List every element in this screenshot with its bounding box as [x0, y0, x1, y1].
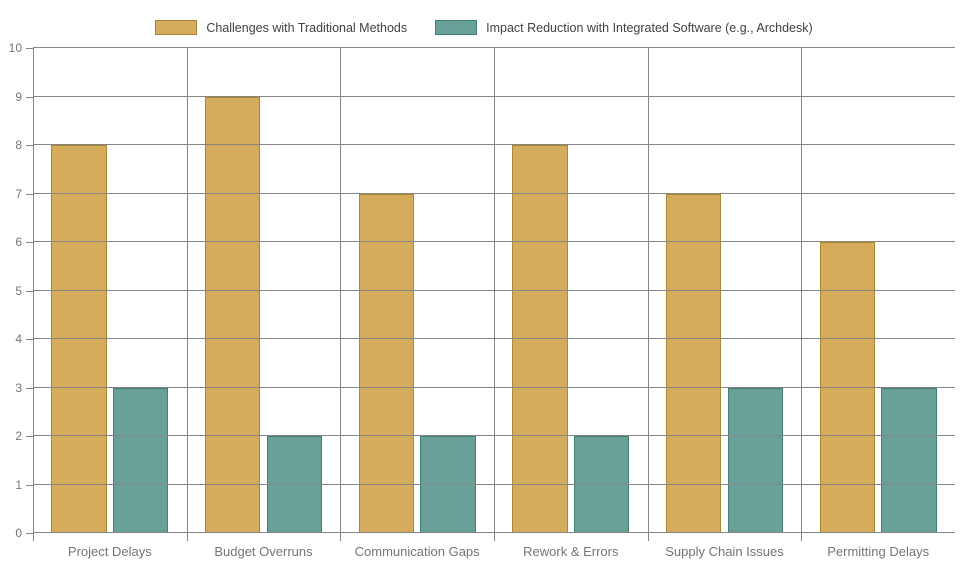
- x-tick-label-communication-gaps: Communication Gaps: [354, 544, 480, 559]
- y-axis: 0 1 2 3 4 5 6 7 8 9 10: [0, 41, 33, 540]
- x-axis: Project Delays Budget Overruns Communicati…: [33, 540, 955, 564]
- y-tick-0: [26, 533, 33, 534]
- category-boundary-5: [801, 48, 803, 541]
- y-tick-4: [26, 339, 33, 340]
- y-tick-label-7: 7: [15, 186, 22, 201]
- y-tick-5: [26, 290, 33, 292]
- y-tick-label-3: 3: [15, 380, 22, 395]
- bar-series1-communication-gaps[interactable]: [420, 436, 476, 533]
- y-tick-label-1: 1: [15, 477, 22, 492]
- x-tick-label-project-delays: Project Delays: [67, 544, 152, 559]
- x-tick-label-rework-errors: Rework & Errors: [523, 544, 619, 559]
- category-boundary-3: [494, 48, 495, 541]
- plot-area: [33, 47, 955, 541]
- legend-item-traditional-methods[interactable]: Challenges with Traditional Methods: [155, 20, 407, 35]
- bar-series0-supply-chain-issues[interactable]: [666, 193, 722, 533]
- category-boundary-1: [186, 48, 188, 541]
- bar-series0-communication-gaps[interactable]: [358, 193, 415, 533]
- y-tick-label-8: 8: [15, 138, 22, 152]
- legend-label-integrated-software: Impact Reduction with Integrated Softwar…: [486, 20, 813, 35]
- y-tick-label-4: 4: [15, 332, 22, 346]
- bar-series1-budget-overruns[interactable]: [266, 436, 322, 533]
- y-tick-7: [26, 193, 33, 195]
- legend-item-integrated-software[interactable]: Impact Reduction with Integrated Softwar…: [435, 20, 813, 35]
- category-boundary-4: [647, 48, 649, 541]
- bar-series1-project-delays[interactable]: [112, 387, 169, 533]
- y-tick-10: [26, 48, 33, 49]
- y-tick-label-10: 10: [8, 41, 22, 55]
- category-boundary-2: [340, 48, 342, 541]
- y-tick-label-2: 2: [15, 429, 22, 443]
- y-tick-1: [26, 484, 33, 486]
- y-tick-label-0: 0: [15, 526, 22, 540]
- y-tick-9: [26, 96, 33, 98]
- y-tick-6: [26, 242, 33, 243]
- x-tick-label-supply-chain-issues: Supply Chain Issues: [665, 544, 784, 559]
- legend-swatch-integrated-software: [435, 20, 478, 35]
- y-tick-label-5: 5: [15, 283, 22, 298]
- bar-series0-budget-overruns[interactable]: [205, 96, 261, 533]
- legend-label-traditional-methods: Challenges with Traditional Methods: [206, 20, 408, 35]
- x-tick-label-permitting-delays: Permitting Delays: [827, 544, 930, 559]
- y-tick-8: [26, 145, 33, 146]
- y-tick-label-6: 6: [15, 235, 22, 249]
- bar-series0-rework-errors[interactable]: [512, 145, 568, 533]
- bar-series1-supply-chain-issues[interactable]: [727, 387, 783, 533]
- gridline-y10: [33, 47, 955, 48]
- legend: Challenges with Traditional Methods Impa…: [0, 20, 968, 35]
- y-tick-3: [26, 387, 33, 389]
- bar-series1-rework-errors[interactable]: [573, 436, 630, 533]
- bar-series0-permitting-delays[interactable]: [819, 242, 876, 533]
- x-tick-label-budget-overruns: Budget Overruns: [214, 544, 313, 559]
- legend-swatch-traditional-methods: [155, 20, 198, 35]
- bar-series0-project-delays[interactable]: [51, 145, 107, 533]
- y-tick-label-9: 9: [15, 89, 22, 104]
- y-tick-2: [26, 436, 33, 437]
- y-axis-line: [33, 48, 34, 541]
- bar-series1-permitting-delays[interactable]: [881, 387, 937, 533]
